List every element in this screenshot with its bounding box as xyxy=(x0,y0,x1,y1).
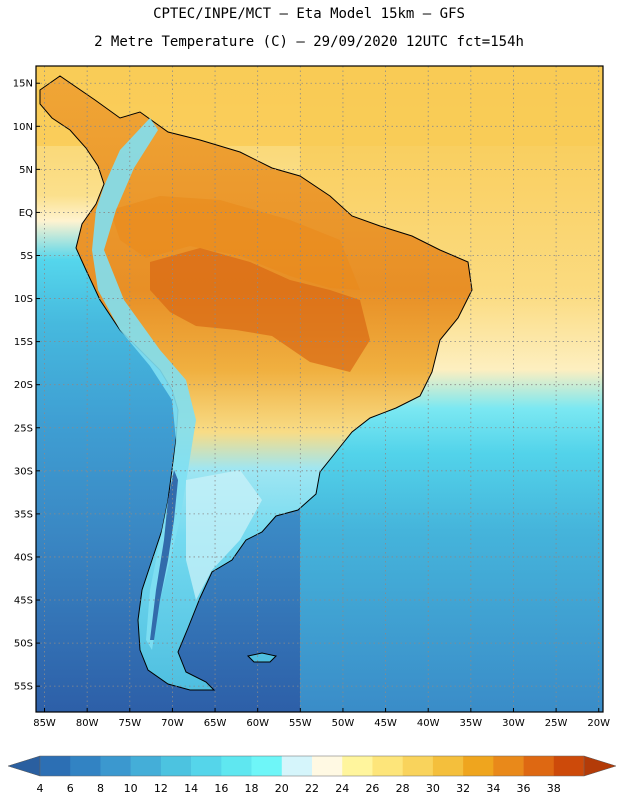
lat-tick-label: EQ xyxy=(19,208,33,219)
lat-tick-label: 35S xyxy=(14,509,33,520)
colorbar-swatch xyxy=(342,756,373,776)
lat-tick-label: 15S xyxy=(14,337,33,348)
lat-tick-label: 5S xyxy=(20,251,33,262)
colorbar-swatch xyxy=(493,756,524,776)
colorbar-max-arrow xyxy=(583,755,617,777)
lon-tick-label: 40W xyxy=(417,718,440,729)
lat-tick-label: 25S xyxy=(14,423,33,434)
colorbar-swatch xyxy=(251,756,283,776)
colorbar-label: 18 xyxy=(245,782,259,795)
lat-tick-label: 30S xyxy=(14,466,33,477)
colorbar-swatch xyxy=(70,756,101,776)
colorbar-label: 4 xyxy=(37,782,44,795)
colorbar-swatch xyxy=(312,756,343,776)
lon-tick-label: 20W xyxy=(587,718,610,729)
colorbar-label: 30 xyxy=(426,782,440,795)
colorbar-swatch xyxy=(402,756,434,776)
lat-tick-label: 20S xyxy=(14,380,33,391)
colorbar-swatch xyxy=(523,756,555,776)
graticule xyxy=(36,66,603,712)
lon-tick-label: 65W xyxy=(204,718,227,729)
colorbar-swatch xyxy=(130,756,162,776)
colorbar-outline xyxy=(39,755,585,777)
map-title: CPTEC/INPE/MCT – Eta Model 15km – GFS xyxy=(153,6,465,22)
patagonia-cool-zone xyxy=(186,470,262,600)
colorbar-label: 34 xyxy=(486,782,500,795)
colorbar-swatch xyxy=(281,756,313,776)
colorbar-swatch xyxy=(463,756,494,776)
lat-tick-label: 45S xyxy=(14,596,33,607)
colorbar-swatch xyxy=(191,756,222,776)
falkland-islands xyxy=(246,652,278,663)
lon-tick-label: 80W xyxy=(76,718,99,729)
colorbar-label: 22 xyxy=(305,782,319,795)
colorbar-label: 32 xyxy=(456,782,470,795)
colorbar-swatch xyxy=(221,756,252,776)
colorbar-label: 28 xyxy=(396,782,410,795)
colorbar-label: 8 xyxy=(97,782,104,795)
colorbar-label: 26 xyxy=(365,782,379,795)
colorbar-label: 16 xyxy=(214,782,228,795)
colorbar-swatch xyxy=(553,756,585,776)
lon-tick-label: 30W xyxy=(502,718,525,729)
lat-tick-label: 40S xyxy=(14,552,33,563)
map-frame xyxy=(35,65,604,713)
colorbar-swatch xyxy=(372,756,403,776)
colorbar-swatch xyxy=(100,756,131,776)
lat-tick-label: 10S xyxy=(14,294,33,305)
lon-tick-label: 60W xyxy=(246,718,269,729)
map-field xyxy=(36,66,603,712)
hot-interior-zone xyxy=(150,248,370,372)
longitude-labels: 85W 80W 75W 70W 65W 60W 55W 50W 45W 40W 35W 30W 25W 2… xyxy=(33,708,610,729)
lon-tick-label: 25W xyxy=(545,718,568,729)
colorbar-label: 36 xyxy=(517,782,531,795)
colorbar: 4 6 8 10 12 14 16 18 20 22 24 26 28 30 32 34 36 38 xyxy=(7,755,617,795)
lon-tick-label: 70W xyxy=(161,718,184,729)
lat-tick-label: 50S xyxy=(14,639,33,650)
colorbar-label: 10 xyxy=(124,782,138,795)
lon-tick-label: 45W xyxy=(374,718,397,729)
colorbar-min-arrow xyxy=(7,755,41,777)
lat-tick-label: 10N xyxy=(13,122,33,133)
andes-high-peaks xyxy=(150,470,178,640)
colorbar-label: 6 xyxy=(67,782,74,795)
lon-tick-label: 50W xyxy=(332,718,355,729)
colorbar-label: 38 xyxy=(547,782,561,795)
lon-tick-label: 85W xyxy=(33,718,56,729)
colorbar-swatch xyxy=(40,756,71,776)
colorbar-label: 24 xyxy=(335,782,349,795)
lat-tick-label: 5N xyxy=(19,165,33,176)
latitude-labels: 15N 10N 5N EQ 5S 10S 15S 20S 25S 30S 35S 40S 45S 50S 5… xyxy=(13,79,40,693)
colorbar-label: 14 xyxy=(184,782,198,795)
colorbar-swatch xyxy=(432,756,464,776)
colorbar-swatch xyxy=(160,756,192,776)
map-subtitle: 2 Metre Temperature (C) – 29/09/2020 12U… xyxy=(94,34,524,50)
lon-tick-label: 35W xyxy=(460,718,483,729)
colorbar-label: 12 xyxy=(154,782,168,795)
lat-tick-label: 15N xyxy=(13,79,33,90)
colorbar-label: 20 xyxy=(275,782,289,795)
lat-tick-label: 55S xyxy=(14,682,33,693)
lon-tick-label: 75W xyxy=(118,718,141,729)
lon-tick-label: 55W xyxy=(289,718,312,729)
